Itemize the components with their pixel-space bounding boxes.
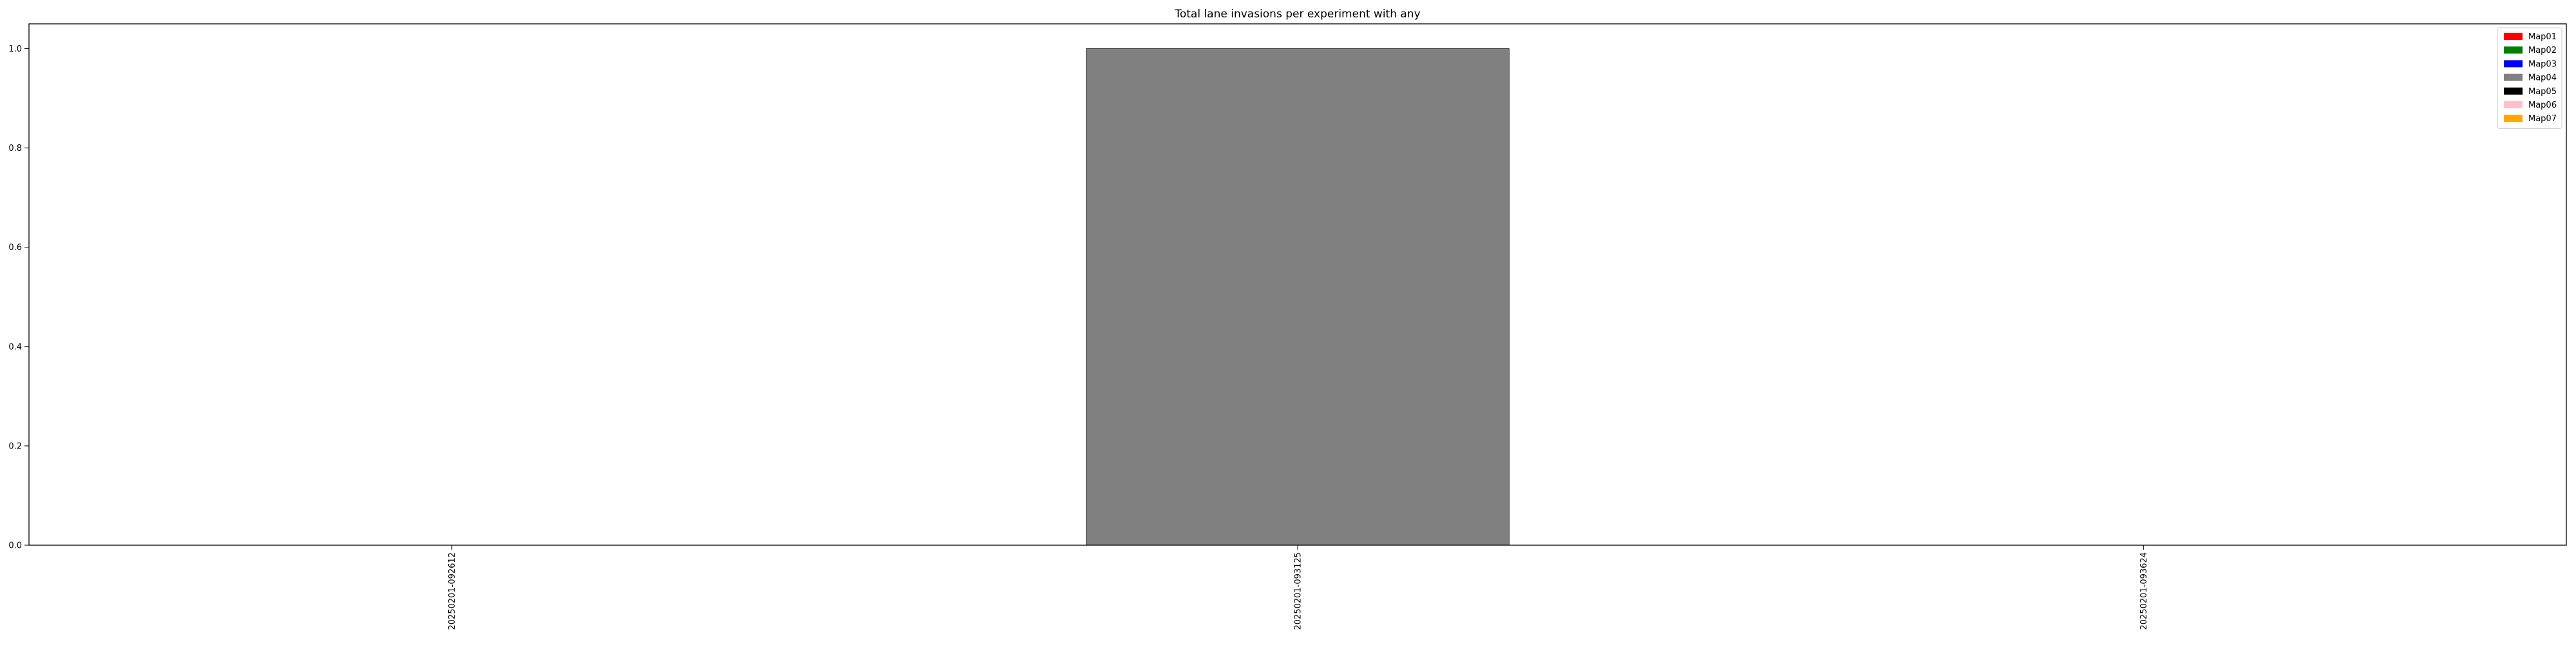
legend-swatch-map01 [2504, 33, 2523, 40]
chart-title: Total lane invasions per experiment with… [1174, 8, 1420, 21]
x-tick-label: 20250201-093624 [2139, 552, 2149, 630]
legend-label-map01: Map01 [2528, 32, 2557, 42]
x-axis: 20250201-092612 20250201-093125 20250201-0… [448, 545, 2149, 630]
y-tick-label: 0.6 [8, 243, 22, 253]
legend-label-map05: Map05 [2528, 87, 2557, 97]
legend-label-map02: Map02 [2528, 46, 2557, 55]
legend-swatch-map07 [2504, 115, 2523, 122]
legend-swatch-map03 [2504, 60, 2523, 68]
y-tick-label: 0.4 [8, 342, 22, 352]
legend-swatch-map02 [2504, 46, 2523, 54]
legend-label-map04: Map04 [2528, 73, 2557, 83]
legend-label-map06: Map06 [2528, 101, 2557, 110]
x-tick-label: 20250201-093125 [1294, 552, 1303, 630]
legend-swatch-map04 [2504, 73, 2523, 81]
legend-label-map03: Map03 [2528, 59, 2557, 69]
x-tick-label: 20250201-092612 [448, 552, 457, 630]
y-tick-label: 0.0 [8, 541, 22, 551]
y-axis: 0.0 0.2 0.4 0.6 0.8 1.0 [8, 44, 29, 551]
y-tick-label: 0.2 [8, 441, 22, 451]
legend-swatch-map05 [2504, 87, 2523, 95]
y-tick-label: 0.8 [8, 144, 22, 153]
legend-swatch-map06 [2504, 101, 2523, 108]
bars-group [1086, 48, 1510, 546]
legend-label-map07: Map07 [2528, 114, 2557, 124]
legend: Map01 Map02 Map03 Map04 Map05 Map06 Map07 [2497, 27, 2562, 129]
y-tick-label: 1.0 [8, 44, 22, 54]
bar-map04-2 [1086, 48, 1510, 546]
